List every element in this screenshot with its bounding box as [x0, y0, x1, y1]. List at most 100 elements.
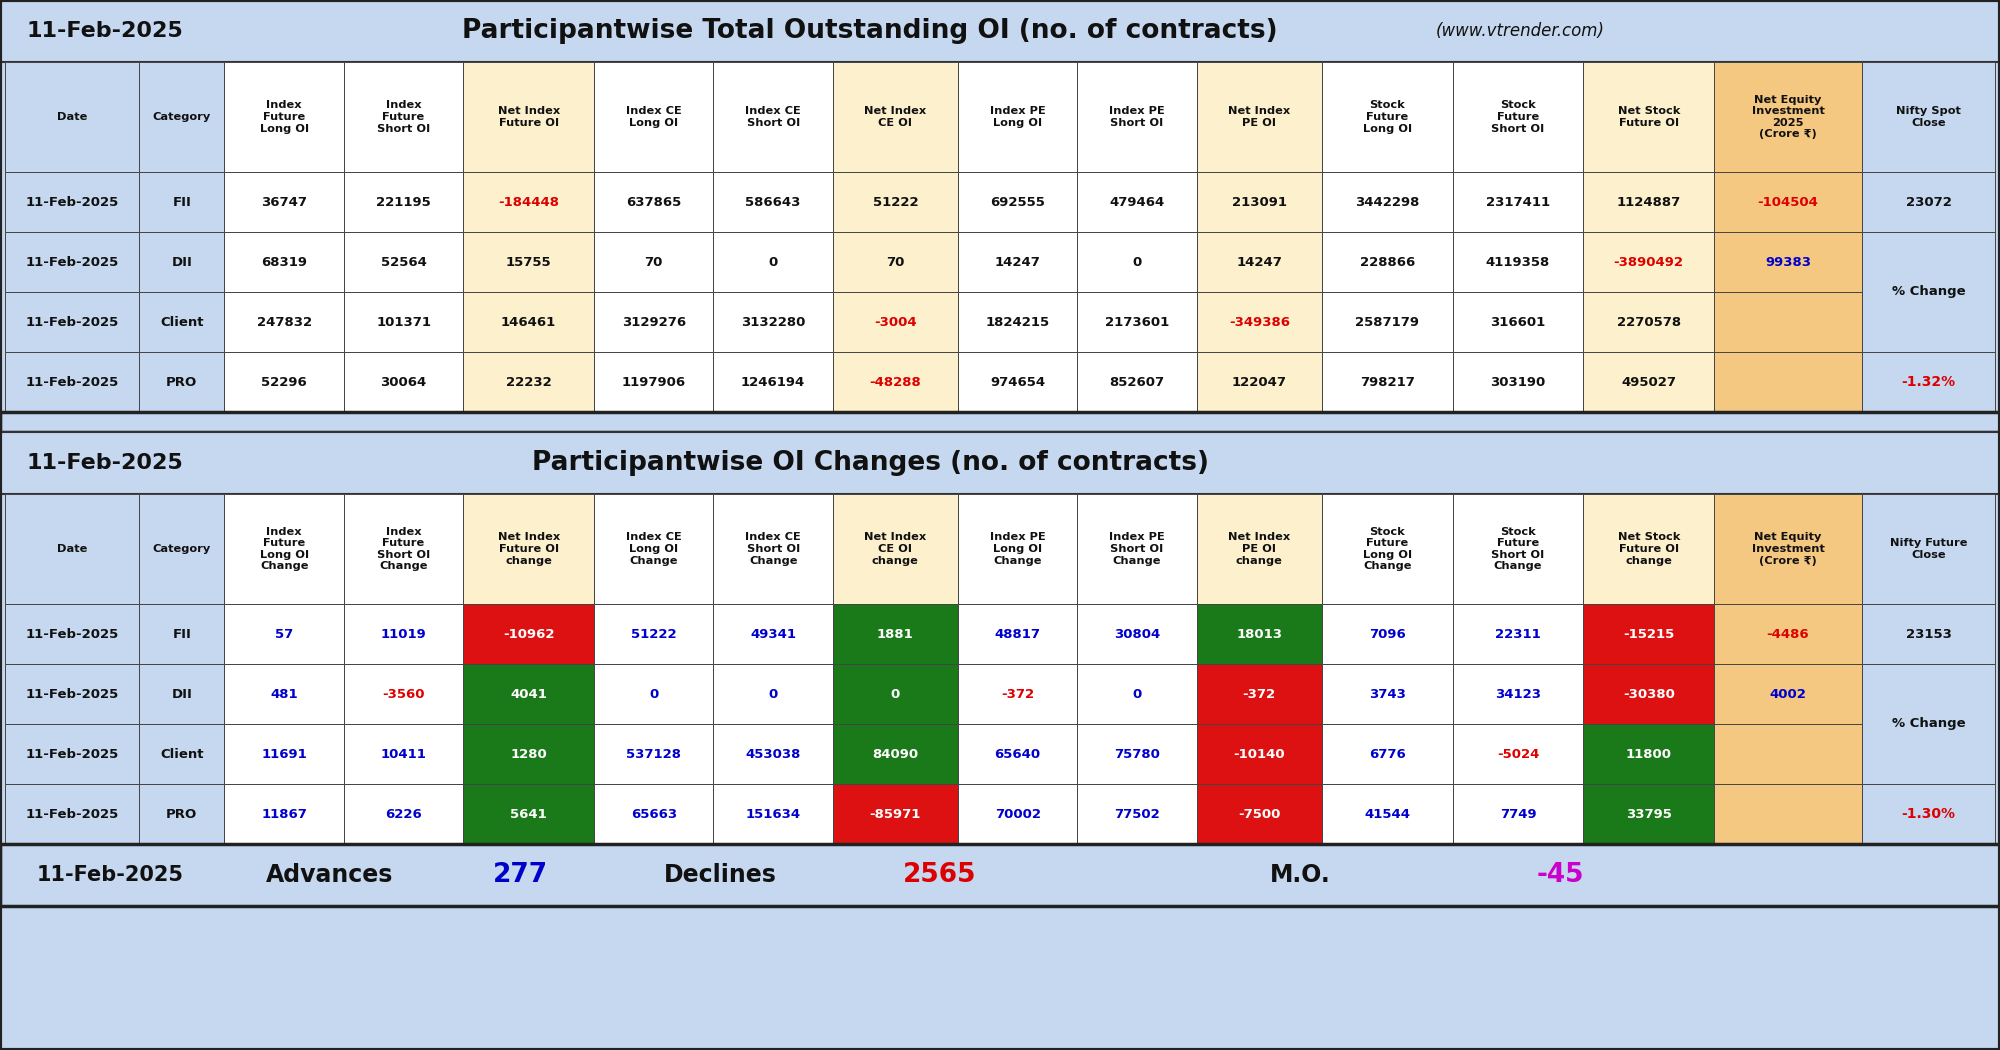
Text: Participantwise Total Outstanding OI (no. of contracts): Participantwise Total Outstanding OI (no… [462, 18, 1278, 44]
Text: 75780: 75780 [1114, 748, 1160, 760]
Text: Net Index
CE OI
change: Net Index CE OI change [864, 532, 926, 566]
Bar [224, 724, 344, 784]
Text: 49341: 49341 [750, 628, 796, 640]
Text: Net Stock
Future OI
change: Net Stock Future OI change [1618, 532, 1680, 566]
Bar [958, 232, 1078, 292]
Text: Index PE
Short OI: Index PE Short OI [1110, 106, 1164, 128]
Text: 11-Feb-2025: 11-Feb-2025 [26, 807, 118, 820]
Bar [344, 232, 464, 292]
Text: 4002: 4002 [1770, 688, 1806, 700]
Bar [1452, 784, 1584, 844]
Bar [714, 494, 832, 604]
Bar [344, 664, 464, 724]
Bar [0, 432, 2000, 493]
Bar [714, 62, 832, 172]
Text: 3743: 3743 [1368, 688, 1406, 700]
Text: 101371: 101371 [376, 315, 432, 329]
Text: 1280: 1280 [510, 748, 548, 760]
Bar [1078, 604, 1196, 664]
Text: Index CE
Long OI: Index CE Long OI [626, 106, 682, 128]
Bar [344, 724, 464, 784]
Text: Net Equity
Investment
(Crore ₹): Net Equity Investment (Crore ₹) [1752, 532, 1824, 566]
Text: 0: 0 [768, 688, 778, 700]
Text: 14247: 14247 [1236, 255, 1282, 269]
Bar [714, 172, 832, 232]
Bar [1452, 62, 1584, 172]
Text: 23153: 23153 [1906, 628, 1952, 640]
Bar [1196, 292, 1322, 352]
Bar [1078, 494, 1196, 604]
Text: 2587179: 2587179 [1356, 315, 1420, 329]
Bar [1196, 352, 1322, 412]
Bar [344, 604, 464, 664]
Text: -10140: -10140 [1234, 748, 1286, 760]
Text: 34123: 34123 [1494, 688, 1540, 700]
Bar [594, 292, 714, 352]
Text: 453038: 453038 [746, 748, 800, 760]
Bar [1322, 664, 1452, 724]
Bar [1452, 292, 1584, 352]
Bar [4, 494, 140, 604]
Text: 65640: 65640 [994, 748, 1040, 760]
Bar [1714, 494, 1862, 604]
Bar [4, 604, 140, 664]
Bar [594, 604, 714, 664]
Bar [832, 172, 958, 232]
Text: Date: Date [56, 544, 88, 554]
Text: 974654: 974654 [990, 376, 1046, 388]
Bar [832, 62, 958, 172]
Bar [832, 784, 958, 844]
Bar [4, 292, 140, 352]
Bar [4, 784, 140, 844]
Bar [4, 172, 140, 232]
Text: 70002: 70002 [994, 807, 1040, 820]
Text: 2317411: 2317411 [1486, 195, 1550, 209]
Bar [1078, 724, 1196, 784]
Bar [958, 172, 1078, 232]
Bar [1862, 784, 1994, 844]
Text: 6776: 6776 [1368, 748, 1406, 760]
Bar [0, 412, 2000, 432]
Bar [594, 232, 714, 292]
Text: 537128: 537128 [626, 748, 682, 760]
Text: -10962: -10962 [502, 628, 554, 640]
Text: Index
Future
Long OI: Index Future Long OI [260, 101, 308, 133]
Text: 1124887: 1124887 [1616, 195, 1680, 209]
Bar [1584, 664, 1714, 724]
Bar [1714, 784, 1862, 844]
Text: -30380: -30380 [1622, 688, 1674, 700]
Text: 213091: 213091 [1232, 195, 1286, 209]
Bar [1322, 232, 1452, 292]
Bar [958, 664, 1078, 724]
Bar [344, 62, 464, 172]
Bar [140, 784, 224, 844]
Text: (www.vtrender.com): (www.vtrender.com) [1436, 22, 1604, 40]
Text: 0: 0 [890, 688, 900, 700]
Bar [140, 664, 224, 724]
Bar [1322, 604, 1452, 664]
Text: 11-Feb-2025: 11-Feb-2025 [26, 688, 118, 700]
Bar [464, 62, 594, 172]
Text: Index CE
Short OI: Index CE Short OI [746, 106, 802, 128]
Text: 798217: 798217 [1360, 376, 1414, 388]
Bar [1862, 604, 1994, 664]
Bar [958, 784, 1078, 844]
Text: -1.30%: -1.30% [1902, 807, 1956, 821]
Bar [140, 604, 224, 664]
Text: DII: DII [172, 255, 192, 269]
Text: Net Index
CE OI: Net Index CE OI [864, 106, 926, 128]
Text: 303190: 303190 [1490, 376, 1546, 388]
Bar [958, 494, 1078, 604]
Bar [1584, 784, 1714, 844]
Bar [1196, 664, 1322, 724]
Bar [714, 232, 832, 292]
Bar [464, 604, 594, 664]
Bar [594, 172, 714, 232]
Bar [832, 604, 958, 664]
Bar [464, 292, 594, 352]
Text: 11-Feb-2025: 11-Feb-2025 [26, 376, 118, 388]
Text: Category: Category [152, 112, 210, 122]
Text: 77502: 77502 [1114, 807, 1160, 820]
Bar [1078, 172, 1196, 232]
Bar [224, 232, 344, 292]
